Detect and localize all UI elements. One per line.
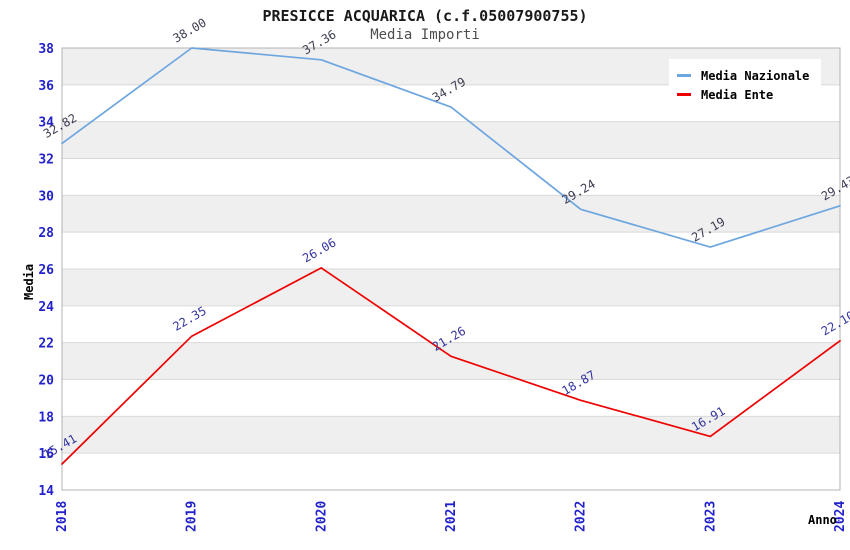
x-axis-title: Anno — [808, 513, 837, 527]
y-tick-label: 14 — [38, 484, 54, 499]
y-tick-label: 30 — [38, 189, 54, 204]
y-tick-label: 26 — [38, 263, 54, 278]
y-tick-label: 28 — [38, 226, 54, 241]
x-tick-label: 2018 — [55, 501, 70, 532]
plot-band — [62, 453, 840, 490]
legend-item-media-nazionale: Media Nazionale — [677, 66, 809, 85]
legend-label: Media Ente — [701, 87, 774, 102]
y-tick-label: 38 — [38, 42, 54, 57]
y-tick-label: 34 — [38, 116, 54, 131]
plot-band — [62, 232, 840, 269]
series-line-media-nazionale — [61, 47, 841, 248]
legend-label: Media Nazionale — [701, 68, 810, 83]
series-line-media-ente — [61, 267, 841, 465]
x-tick-label: 2024 — [833, 501, 848, 532]
y-tick-label: 18 — [38, 410, 54, 425]
legend-swatch-ente — [677, 93, 691, 96]
y-tick-label: 20 — [38, 374, 54, 389]
y-axis-title: Media — [22, 264, 36, 300]
chart-subtitle: Media Importi — [370, 27, 480, 43]
x-tick-label: 2021 — [444, 501, 459, 532]
legend-swatch-nazionale — [677, 74, 691, 77]
chart-title: PRESICCE ACQUARICA (c.f.05007900755) — [262, 7, 588, 25]
y-tick-label: 24 — [38, 300, 54, 315]
x-tick-label: 2020 — [314, 501, 329, 532]
x-tick-label: 2023 — [703, 501, 718, 532]
plot-band — [62, 195, 840, 233]
legend-item-media-ente: Media Ente — [677, 85, 809, 104]
plot-band — [62, 416, 840, 454]
legend: Media Nazionale Media Ente — [669, 59, 822, 111]
plot-border — [61, 47, 841, 491]
y-tick-label: 36 — [38, 79, 54, 94]
y-tick-label: 16 — [38, 447, 54, 462]
y-tick-label: 32 — [38, 153, 54, 168]
plot-band — [62, 342, 840, 380]
y-tick-label: 22 — [38, 337, 54, 352]
plot-band — [62, 379, 840, 417]
x-tick-label: 2019 — [185, 501, 200, 532]
plot-band — [62, 158, 840, 196]
x-tick-label: 2022 — [574, 501, 589, 532]
plot-band — [62, 269, 840, 306]
plot-band — [62, 121, 840, 159]
